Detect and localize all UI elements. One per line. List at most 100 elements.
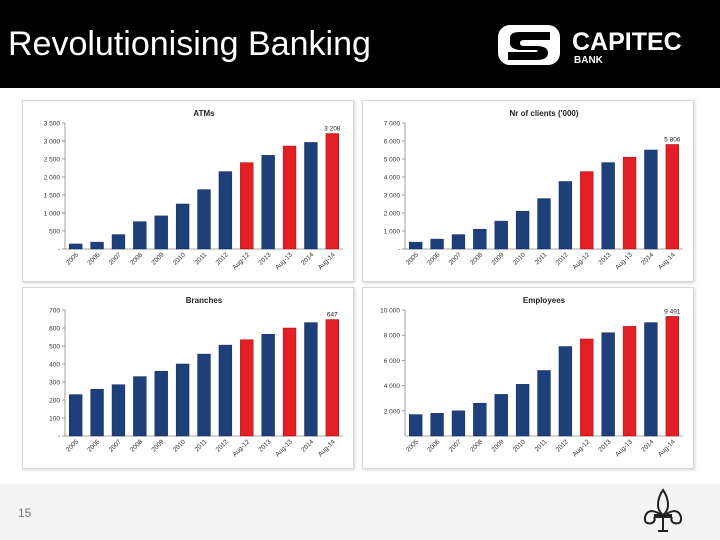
y-tick-label: 2 500 — [44, 157, 61, 164]
x-tick-label: 2014 — [640, 251, 655, 266]
bar-2012 — [558, 181, 573, 250]
y-tick-label: 6 000 — [384, 139, 401, 146]
y-tick-label: 100 — [49, 416, 60, 423]
bar-2005 — [69, 394, 83, 437]
bar-Aug-12 — [240, 162, 254, 250]
y-tick-label: 2 000 — [384, 211, 401, 218]
x-tick-label: Aug-12 — [231, 438, 251, 458]
x-tick-label: 2013 — [257, 251, 272, 266]
capitec-logo-mark-icon — [498, 25, 560, 65]
bar-2014 — [304, 142, 318, 250]
bar-Aug-13 — [622, 326, 637, 437]
chart-title: ATMs — [193, 109, 215, 118]
y-tick-label: - — [58, 434, 60, 441]
data-label: 5 806 — [664, 136, 681, 143]
x-tick-label: 2010 — [172, 438, 187, 453]
y-tick-label: 200 — [49, 398, 60, 405]
x-tick-label: Aug-13 — [274, 438, 294, 458]
x-tick-label: 2011 — [534, 251, 549, 266]
x-tick-label: 2010 — [172, 251, 187, 266]
x-tick-label: 2011 — [534, 438, 549, 453]
bar-2013 — [261, 334, 275, 437]
x-tick-label: Aug-14 — [317, 251, 337, 271]
x-tick-label: 2012 — [555, 438, 570, 453]
bar-2012 — [218, 344, 233, 437]
y-tick-label: 7 000 — [384, 121, 401, 128]
bar-2010 — [175, 363, 190, 437]
chart-panel-branches: Branches - 100 200 300 400 500 600 700 2005 2006 20… — [22, 287, 354, 469]
y-tick-label: 400 — [49, 362, 60, 369]
bar-Aug-12 — [240, 339, 254, 437]
data-label: 3 208 — [324, 126, 341, 133]
bar-Aug-13 — [622, 156, 637, 250]
bar-Aug-12 — [580, 171, 594, 250]
x-tick-label: Aug-14 — [657, 438, 677, 458]
slide-footer — [0, 484, 720, 540]
y-tick-label: 4 000 — [384, 383, 401, 390]
page-number: 15 — [18, 506, 32, 520]
chart-title: Nr of clients ('000) — [509, 109, 578, 118]
x-tick-label: 2006 — [426, 251, 441, 266]
fleur-de-lis-emblem-icon — [643, 488, 683, 532]
x-tick-label: Aug-14 — [317, 438, 337, 458]
data-label: 9 491 — [664, 308, 681, 315]
x-tick-label: 2012 — [215, 251, 230, 266]
y-tick-label: 2 000 — [384, 408, 401, 415]
x-tick-label: 2009 — [490, 251, 505, 266]
x-tick-label: 2007 — [108, 438, 123, 453]
y-tick-label: 6 000 — [384, 358, 401, 365]
chart-employees: Employees 2 000 4 000 6 000 8 000 10 000 2005 2… — [380, 296, 683, 458]
bar-2011 — [197, 189, 211, 250]
chart-title: Branches — [186, 296, 223, 305]
x-tick-label: 2007 — [448, 438, 463, 453]
x-tick-label: 2006 — [86, 438, 101, 453]
bar-2008 — [133, 221, 147, 250]
bar-2011 — [537, 370, 551, 437]
y-tick-label: 3 000 — [44, 139, 61, 146]
bar-Aug-14 — [325, 133, 339, 250]
x-tick-label: 2008 — [129, 438, 144, 453]
bar-2008 — [133, 376, 147, 437]
bar-2009 — [494, 394, 508, 437]
chart-panel-atms: ATMs - 500 1 000 1 500 2 000 2 500 3 000 3 500 20… — [22, 100, 354, 282]
chart-clients: Nr of clients ('000) - 1 000 2 000 3 000 4 00… — [384, 109, 683, 271]
x-tick-label: 2012 — [215, 438, 230, 453]
bar-2007 — [111, 384, 126, 437]
bar-2014 — [644, 322, 658, 437]
x-tick-label: 2013 — [597, 251, 612, 266]
x-tick-label: 2009 — [150, 438, 165, 453]
bar-2010 — [515, 384, 530, 437]
x-tick-label: 2009 — [150, 251, 165, 266]
bar-Aug-14 — [665, 144, 679, 250]
x-tick-label: 2006 — [86, 251, 101, 266]
y-tick-label: 8 000 — [384, 333, 401, 340]
bar-2013 — [601, 162, 615, 250]
chart-branches: Branches - 100 200 300 400 500 600 700 2005 2006 20… — [49, 296, 343, 458]
logo-brand-text: CAPITEC — [572, 28, 682, 56]
x-tick-label: 2011 — [194, 438, 209, 453]
bar-2007 — [451, 234, 466, 250]
data-label: 647 — [327, 312, 338, 319]
x-tick-label: Aug-12 — [571, 251, 591, 271]
bar-2006 — [430, 413, 444, 437]
y-tick-label: 5 000 — [384, 157, 401, 164]
y-tick-label: 600 — [49, 326, 60, 333]
y-tick-label: 10 000 — [380, 308, 400, 315]
x-tick-label: 2007 — [448, 251, 463, 266]
bar-2006 — [430, 238, 444, 250]
y-tick-label: 4 000 — [384, 175, 401, 182]
y-tick-label: 700 — [49, 308, 60, 315]
x-tick-label: Aug-13 — [614, 251, 634, 271]
x-tick-label: 2014 — [640, 438, 655, 453]
bar-2013 — [261, 155, 275, 250]
x-tick-label: 2010 — [512, 251, 527, 266]
x-tick-label: 2013 — [597, 438, 612, 453]
bar-Aug-12 — [580, 338, 594, 437]
x-tick-label: 2011 — [194, 251, 209, 266]
x-tick-label: 2005 — [65, 438, 80, 453]
chart-panel-employees: Employees 2 000 4 000 6 000 8 000 10 000 2005 2… — [362, 287, 694, 469]
y-tick-label: 1 000 — [44, 211, 61, 218]
y-tick-label: 1 000 — [384, 229, 401, 236]
x-tick-label: 2008 — [129, 251, 144, 266]
x-tick-label: Aug-13 — [274, 251, 294, 271]
